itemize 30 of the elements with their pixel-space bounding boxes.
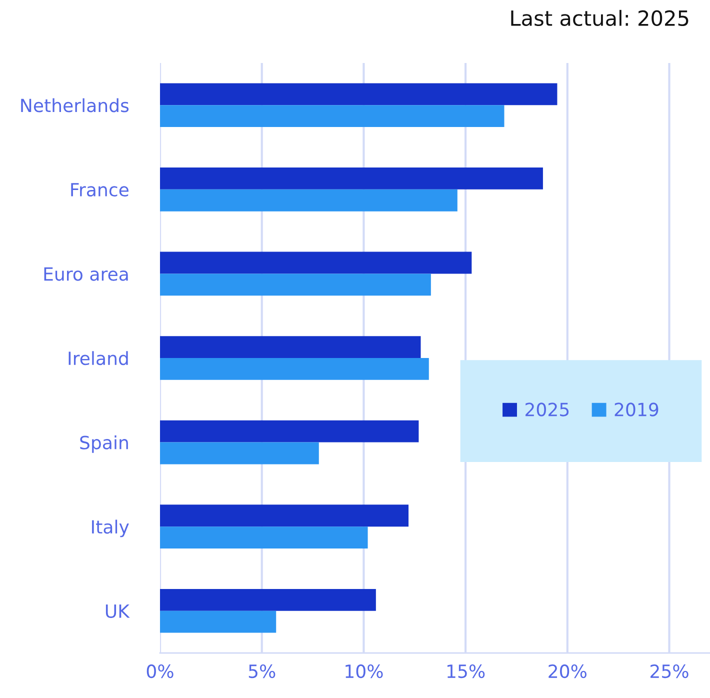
y-tick-label: Euro area <box>44 267 128 281</box>
y-tick-label: Spain <box>80 435 128 453</box>
legend-label: 2019 <box>614 402 658 416</box>
y-tick-label: UK <box>106 604 130 618</box>
bar <box>160 610 276 633</box>
x-tick-label: 5% <box>248 664 276 678</box>
x-tick-label: 20% <box>548 664 586 678</box>
bar <box>160 252 472 274</box>
y-tick-label: France <box>71 183 128 197</box>
bar <box>160 105 504 128</box>
bar <box>160 83 558 106</box>
text: Last actual: 2025 <box>511 10 688 26</box>
y-tick-label: Netherlands <box>21 98 129 112</box>
bar <box>160 274 431 296</box>
bar <box>160 336 421 358</box>
x-tick-label: 0% <box>146 664 174 678</box>
legend-label: 2025 <box>526 402 569 416</box>
bar <box>160 526 368 548</box>
y-tick-label: Italy <box>92 520 129 538</box>
bar <box>160 588 376 611</box>
bar <box>160 442 319 464</box>
bar <box>160 358 429 380</box>
y-tick-label: Ireland <box>68 351 128 366</box>
x-tick-label: 10% <box>346 664 383 678</box>
bar <box>160 189 458 212</box>
bar <box>160 420 419 442</box>
bar <box>160 504 409 527</box>
x-tick-label: 25% <box>650 664 688 678</box>
x-tick-label: 15% <box>447 664 485 678</box>
bar <box>160 168 543 190</box>
